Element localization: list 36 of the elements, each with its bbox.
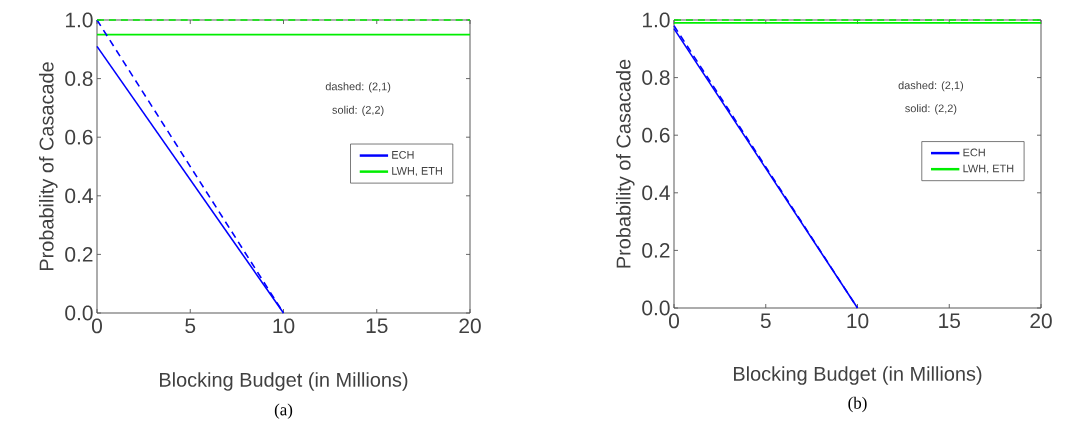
y-tick-label: 0.2 bbox=[65, 246, 93, 262]
y-tick-label: 0.6 bbox=[65, 129, 93, 145]
x-tick-label: 20 bbox=[459, 318, 481, 334]
x-tick-label: 0 bbox=[91, 318, 102, 334]
x-axis-title: Blocking Budget (in Millions) bbox=[734, 366, 982, 385]
legend-label: ECH bbox=[963, 148, 985, 157]
x-tick-label: 5 bbox=[760, 313, 771, 329]
annotation: dashed: (2,1) bbox=[898, 81, 964, 92]
y-tick-label: 0.8 bbox=[65, 71, 93, 86]
y-tick-label: 0.4 bbox=[642, 185, 670, 201]
x-tick-label: 10 bbox=[273, 318, 295, 334]
annotation: dashed: (2,1) bbox=[325, 82, 391, 93]
y-tick-label: 0.2 bbox=[642, 242, 670, 258]
text: (a) bbox=[274, 403, 293, 419]
y-axis-title: Probability of Casacade bbox=[615, 59, 635, 268]
x-tick-label: 5 bbox=[185, 318, 196, 334]
x-axis-title: Blocking Budget (in Millions) bbox=[160, 372, 408, 391]
annotation: solid: (2,2) bbox=[332, 105, 384, 116]
annotation: solid: (2,2) bbox=[905, 104, 957, 115]
y-tick-label: 0.6 bbox=[642, 127, 670, 143]
legend-label: LWH, ETH bbox=[963, 164, 1014, 174]
y-tick-label: 0.8 bbox=[642, 70, 670, 85]
y-axis-title: Probability of Casacade bbox=[38, 62, 58, 271]
x-tick-label: 15 bbox=[939, 313, 961, 329]
text: (b) bbox=[848, 396, 867, 413]
y-tick-label: 0.4 bbox=[65, 188, 93, 204]
y-tick-label: 1.0 bbox=[65, 12, 93, 28]
y-tick-label: 0.0 bbox=[65, 305, 93, 321]
x-tick-label: 10 bbox=[847, 313, 869, 329]
x-tick-label: 20 bbox=[1030, 313, 1052, 329]
legend-label: LWH, ETH bbox=[392, 167, 442, 177]
x-tick-label: 0 bbox=[669, 313, 679, 329]
y-tick-label: 0.0 bbox=[642, 300, 670, 316]
y-tick-label: 1.0 bbox=[643, 12, 670, 28]
legend-label: ECH bbox=[392, 151, 414, 159]
x-tick-label: 15 bbox=[366, 318, 388, 334]
